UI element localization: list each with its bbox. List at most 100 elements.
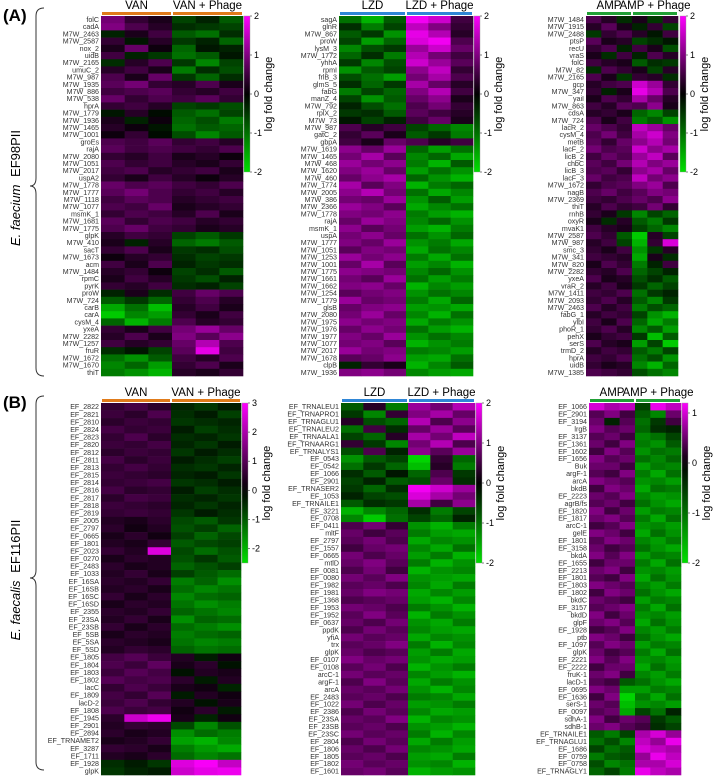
heatmap-cell [124,188,149,197]
heatmap-cell [406,138,429,146]
row-label: EF_1686 [558,745,587,753]
heatmap-cell [632,332,648,341]
heatmap-cell [665,678,682,687]
panel-a-organism: E. faecium EF98PII [8,130,23,246]
heatmap-cell [341,522,364,530]
heatmap-cell [408,730,431,739]
heatmap-cell [217,440,242,449]
heatmap-cell [147,676,172,685]
heatmap-cell [662,16,679,24]
heatmap-cell [408,678,431,687]
heatmap-cell [647,354,663,362]
heatmap-cell [339,167,362,175]
heatmap-cell [589,626,605,634]
heatmap-cell [650,730,666,739]
row-label: EF_1655 [558,559,587,567]
row-label: folC [571,59,584,67]
heatmap-cell [647,203,663,211]
heatmap-cell [635,462,651,471]
heatmap-cell [101,167,125,175]
heatmap-cell [219,116,244,125]
heatmap-cell [632,138,648,146]
row-label: ylbI [573,318,584,326]
heatmap-cell [406,52,429,60]
heatmap-cell [339,73,362,82]
heatmap-cell [650,477,666,486]
heatmap-cell [195,325,220,334]
heatmap-cell [148,174,173,182]
heatmap-cell [650,655,666,664]
heatmap-cell [341,477,364,486]
row-label: EF_23SC [308,730,339,738]
heatmap-cell [430,566,453,575]
heatmap-cell [219,210,244,218]
heatmap-cell [195,174,220,182]
heatmap-cell [172,152,196,161]
heatmap-cell [430,618,453,627]
heatmap-cell [148,88,173,96]
heatmap-cell [616,318,633,326]
row-label: EF_1711 [71,752,99,760]
heatmap-cell [647,37,663,46]
row-label: M7W_2017 [301,347,337,355]
row-label: EF_2824 [70,426,99,434]
row-label: EF_1802 [558,589,587,597]
heatmap-cell [428,109,451,118]
heatmap-cell [383,354,407,362]
heatmap-cell [635,529,651,538]
colorbar-tick-label: -1 [252,514,260,524]
heatmap-cell [341,596,364,605]
heatmap-cell [635,745,651,753]
row-label: EF_16SA [69,578,100,586]
heatmap-cell [647,16,663,24]
heatmap-cell [662,131,679,139]
heatmap-cell [341,700,364,709]
row-label: EF_TRNAPRO1 [287,411,339,419]
heatmap-cell [385,737,409,746]
heatmap-cell [665,737,682,746]
heatmap-cell [662,30,679,38]
heatmap-cell [452,626,476,634]
heatmap-cell [101,181,125,190]
row-label: EF_TRNASER2 [288,485,339,493]
heatmap-cell [430,589,453,597]
heatmap-cell [361,217,384,226]
heatmap-cell [363,670,386,679]
heatmap-cell [430,492,453,501]
heatmap-cell [406,224,429,233]
heatmap-cell [124,138,149,146]
heatmap-cell [339,59,362,67]
heatmap-cell [148,347,173,355]
heatmap-cell [616,268,633,276]
heatmap-cell [635,536,651,545]
heatmap-cell [195,16,220,24]
heatmap-cell [408,700,431,709]
heatmap-cell [586,152,602,161]
heatmap-cell [452,432,476,441]
heatmap-cell [101,623,125,632]
heatmap-cell [101,368,125,377]
heatmap-cell [219,145,244,154]
heatmap-cell [341,626,364,634]
heatmap-cell [452,737,476,746]
heatmap-cell [171,554,195,563]
heatmap-cell [662,95,679,103]
heatmap-cell [341,670,364,679]
heatmap-cell [195,260,220,269]
heatmap-cell [171,433,195,442]
heatmap-cell [586,224,602,233]
heatmap-cell [171,706,195,715]
heatmap-cell [124,456,148,465]
heatmap-cell [650,685,666,694]
heatmap-cell [339,37,362,46]
row-label: argF-1 [566,470,587,478]
heatmap-cell [361,268,384,276]
heatmap-cell [172,203,196,211]
heatmap-cell [385,574,409,582]
heatmap-cell [124,361,149,370]
heatmap-cell [635,626,651,634]
heatmap-cell [363,760,386,768]
heatmap-cell [194,532,218,540]
heatmap-cell [101,547,125,556]
heatmap-cell [665,566,682,575]
